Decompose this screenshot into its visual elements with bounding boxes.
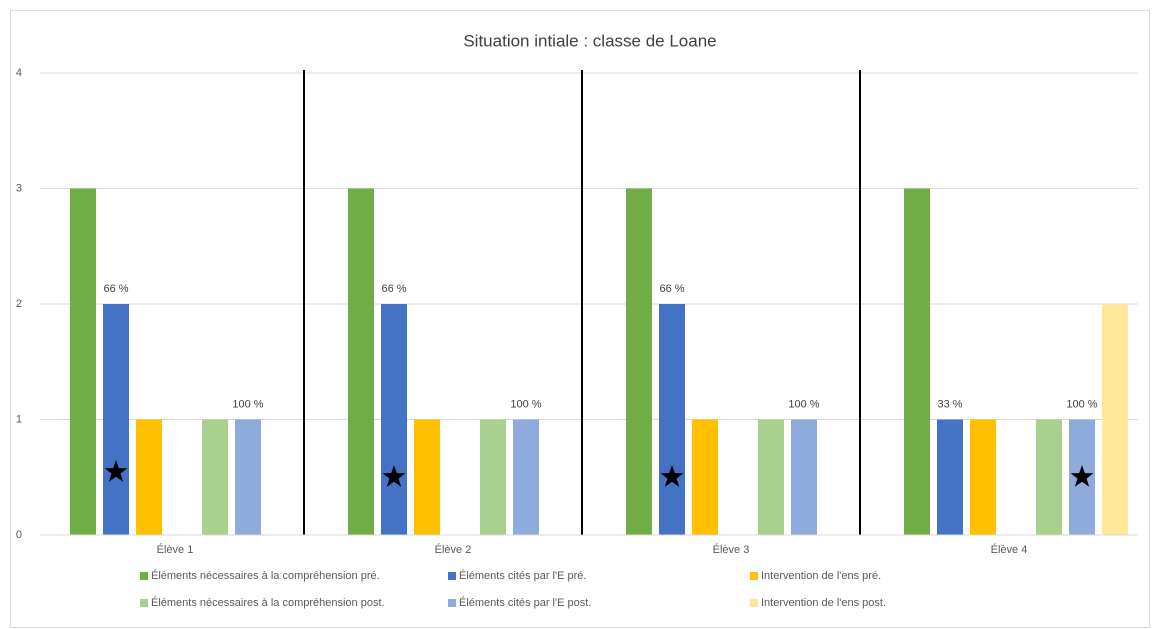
legend-label: Intervention de l'ens pré.	[761, 570, 881, 582]
bar	[791, 419, 817, 535]
bar	[758, 419, 784, 535]
chart-title: Situation intiale : classe de Loane	[463, 31, 716, 50]
legend-label: Éléments nécessaires à la compréhension …	[151, 569, 380, 582]
data-label: 100 %	[1066, 398, 1097, 410]
star-marker	[660, 465, 684, 487]
legend-label: Éléments cités par l'E post.	[459, 596, 591, 609]
bar	[348, 188, 374, 535]
data-label: 66 %	[103, 283, 128, 295]
data-label: 100 %	[232, 398, 263, 410]
bar	[659, 304, 685, 535]
bar	[414, 419, 440, 535]
bar	[904, 188, 930, 535]
bar	[480, 419, 506, 535]
bar	[1102, 304, 1128, 535]
data-label: 100 %	[788, 398, 819, 410]
bar	[1036, 419, 1062, 535]
bar	[937, 419, 963, 535]
legend-label: Intervention de l'ens post.	[761, 597, 886, 609]
legend-swatch	[750, 599, 758, 607]
bar	[235, 419, 261, 535]
y-tick-label: 1	[16, 413, 22, 425]
y-tick-label: 0	[16, 529, 22, 541]
legend-label: Éléments cités par l'E pré.	[459, 569, 586, 582]
legend-label: Éléments nécessaires à la compréhension …	[151, 596, 385, 609]
bar	[626, 188, 652, 535]
data-label: 100 %	[510, 398, 541, 410]
x-tick-label: Élève 1	[157, 543, 194, 556]
bar	[381, 304, 407, 535]
legend-swatch	[448, 572, 456, 580]
x-tick-label: Élève 2	[435, 543, 472, 556]
data-label: 33 %	[937, 398, 962, 410]
bar	[70, 188, 96, 535]
y-tick-label: 3	[16, 182, 22, 194]
star-marker	[104, 460, 128, 482]
star-marker	[382, 465, 406, 487]
legend-swatch	[750, 572, 758, 580]
y-tick-label: 4	[16, 67, 22, 79]
bar	[513, 419, 539, 535]
bar	[692, 419, 718, 535]
y-tick-label: 2	[16, 298, 22, 310]
x-tick-label: Élève 3	[713, 543, 750, 556]
x-tick-label: Élève 4	[991, 543, 1028, 556]
bar	[136, 419, 162, 535]
legend-swatch	[448, 599, 456, 607]
bar	[202, 419, 228, 535]
legend-swatch	[140, 599, 148, 607]
bar	[970, 419, 996, 535]
star-marker	[1070, 465, 1094, 487]
bar	[103, 304, 129, 535]
data-label: 66 %	[381, 283, 406, 295]
data-label: 66 %	[659, 283, 684, 295]
legend-swatch	[140, 572, 148, 580]
